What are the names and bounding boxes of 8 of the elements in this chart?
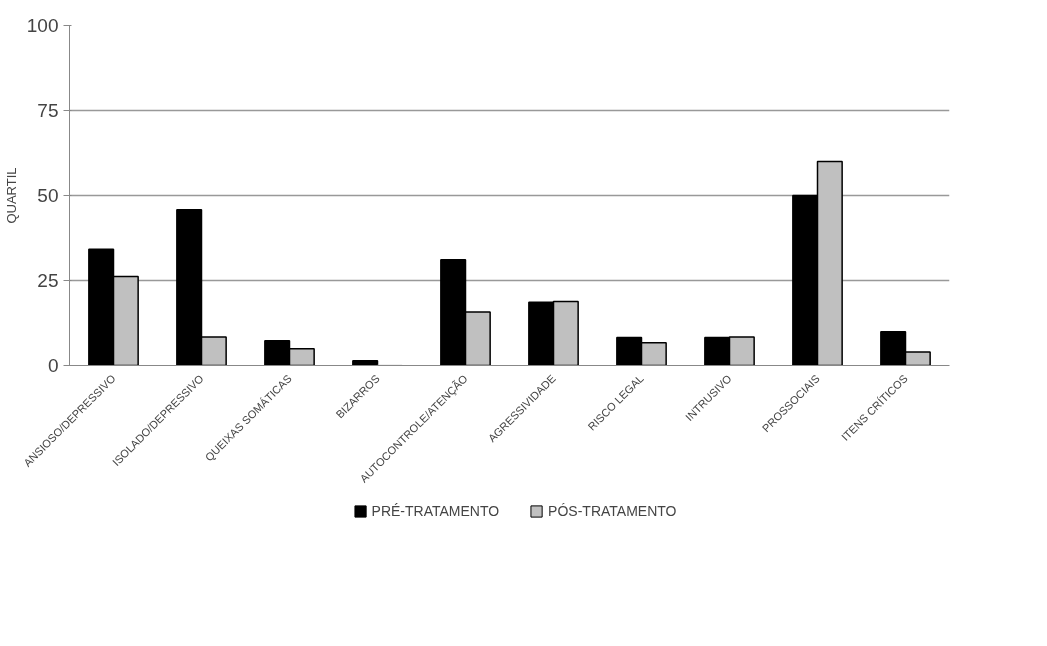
y-tick-label: 0 [47, 355, 59, 376]
legend-label: PRÉ-TRATAMENTO [371, 503, 500, 519]
y-tick-label: 25 [37, 270, 59, 291]
y-tick-label: 50 [37, 185, 59, 206]
y-tick-label: 100 [26, 15, 59, 36]
y-tick-label: 75 [37, 100, 59, 121]
legend-label: PÓS-TRATAMENTO [548, 503, 677, 519]
y-axis-title: QUARTIL [3, 167, 19, 224]
